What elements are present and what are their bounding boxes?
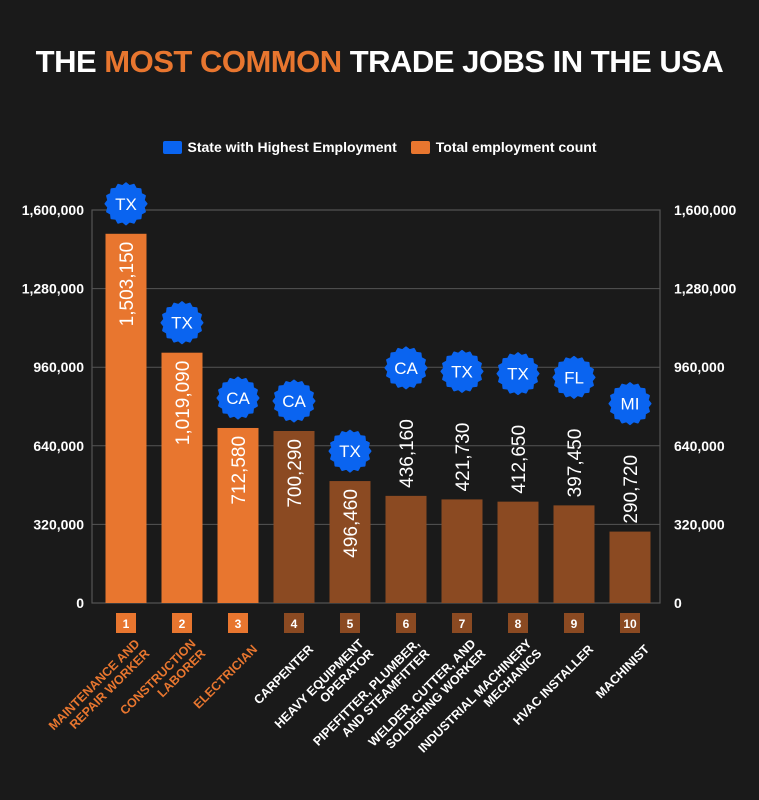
- bar: [217, 427, 259, 603]
- rank-box: [396, 613, 416, 633]
- y-tick-label-right: 960,000: [674, 359, 725, 375]
- state-badge: [328, 429, 372, 473]
- state-label: FL: [564, 368, 584, 387]
- state-badge: [552, 355, 596, 399]
- bar: [553, 505, 595, 603]
- y-tick-label-left: 320,000: [33, 516, 84, 532]
- value-label: 421,730: [453, 423, 474, 492]
- rank-label: 5: [347, 617, 354, 631]
- title-part: TRADE JOBS IN THE USA: [341, 44, 724, 79]
- state-label: TX: [171, 314, 193, 333]
- value-label: 700,290: [285, 439, 306, 508]
- value-label: 290,720: [621, 455, 642, 524]
- state-label: CA: [282, 392, 306, 411]
- state-label: CA: [226, 389, 250, 408]
- legend-label: Total employment count: [435, 139, 597, 155]
- rank-label: 8: [515, 617, 522, 631]
- state-badge: [272, 379, 316, 423]
- y-tick-label-right: 640,000: [674, 438, 725, 454]
- rank-label: 4: [291, 617, 298, 631]
- rank-label: 6: [403, 617, 410, 631]
- y-tick-label-right: 0: [674, 595, 682, 611]
- legend: State with Highest Employment Total empl…: [0, 139, 759, 155]
- plot-frame: [91, 209, 661, 604]
- rank-box: [508, 613, 528, 633]
- value-label: 397,450: [565, 429, 586, 498]
- x-category-label: MACHINIST: [593, 642, 652, 701]
- rank-box: [340, 613, 360, 633]
- bar: [161, 352, 203, 603]
- y-tick-label-right: 1,280,000: [674, 281, 736, 297]
- legend-item-total: Total employment count: [410, 139, 597, 155]
- legend-item-state: State with Highest Employment: [162, 139, 397, 155]
- value-label: 1,503,150: [117, 242, 138, 327]
- y-tick-label-left: 640,000: [33, 438, 84, 454]
- rank-box: [116, 613, 136, 633]
- y-tick-label-left: 1,600,000: [22, 202, 84, 218]
- bar: [105, 233, 147, 603]
- state-badge: [440, 349, 484, 393]
- state-label: TX: [507, 365, 529, 384]
- rank-box: [284, 613, 304, 633]
- y-tick-label-right: 320,000: [674, 516, 725, 532]
- rank-label: 10: [623, 617, 637, 631]
- value-label: 436,160: [397, 419, 418, 488]
- value-label: 412,650: [509, 425, 530, 494]
- rank-label: 2: [179, 617, 186, 631]
- x-category-line: MACHINIST: [593, 642, 652, 701]
- legend-swatch-orange: [410, 140, 430, 154]
- state-label: CA: [394, 359, 418, 378]
- rank-box: [452, 613, 472, 633]
- rank-box: [172, 613, 192, 633]
- rank-label: 7: [459, 617, 466, 631]
- x-category-line: MAINTENANCE AND: [46, 637, 142, 733]
- rank-label: 3: [235, 617, 242, 631]
- rank-box: [228, 613, 248, 633]
- y-tick-label-left: 960,000: [33, 359, 84, 375]
- state-badge: [160, 301, 204, 345]
- bar: [385, 495, 427, 603]
- rank-box: [620, 613, 640, 633]
- rank-label: 1: [123, 617, 130, 631]
- bar: [441, 499, 483, 603]
- bar: [273, 430, 315, 603]
- value-label: 496,460: [341, 489, 362, 558]
- legend-swatch-blue: [162, 140, 182, 154]
- state-badge: [216, 376, 260, 420]
- rank-box: [564, 613, 584, 633]
- state-label: TX: [115, 195, 137, 214]
- state-badge: [104, 182, 148, 226]
- bar: [329, 481, 371, 603]
- legend-label: State with Highest Employment: [187, 139, 397, 155]
- state-label: MI: [621, 395, 640, 414]
- state-badge: [496, 352, 540, 396]
- y-tick-label-left: 1,280,000: [22, 281, 84, 297]
- state-badge: [384, 346, 428, 390]
- value-label: 1,019,090: [173, 361, 194, 446]
- title-highlight: MOST COMMON: [104, 44, 342, 79]
- bar: [497, 501, 539, 603]
- y-tick-label-left: 0: [76, 595, 84, 611]
- bar: [609, 531, 651, 603]
- state-badge: [608, 382, 652, 426]
- state-label: TX: [339, 442, 361, 461]
- chart-title: THE MOST COMMON TRADE JOBS IN THE USA: [0, 44, 759, 80]
- title-part: THE: [35, 44, 105, 79]
- state-label: TX: [451, 362, 473, 381]
- rank-label: 9: [571, 617, 578, 631]
- value-label: 712,580: [229, 436, 250, 505]
- y-tick-label-right: 1,600,000: [674, 202, 736, 218]
